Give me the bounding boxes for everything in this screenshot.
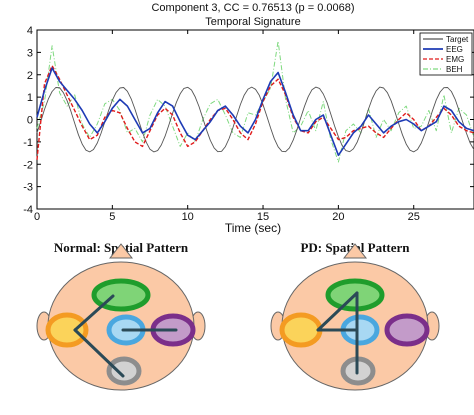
series-line-eeg xyxy=(36,67,474,157)
x-tick-label: 20 xyxy=(332,211,344,223)
pd-head-map xyxy=(270,243,440,391)
left-region xyxy=(45,312,89,348)
y-tick-label: 0 xyxy=(27,115,33,127)
connection-line xyxy=(73,328,125,378)
right-region xyxy=(384,313,430,347)
chart-subtitle: Temporal Signature xyxy=(205,16,300,28)
y-tick-label: -4 xyxy=(23,204,33,216)
y-tick-label: 4 xyxy=(27,25,33,37)
chart-title: Component 3, CC = 0.76513 (p = 0.0068) xyxy=(151,2,354,14)
y-tick-label: 1 xyxy=(27,92,33,104)
y-tick-label: -2 xyxy=(23,159,33,171)
legend-label-target: Target xyxy=(446,35,469,44)
connection-line xyxy=(73,294,115,332)
occipital-region xyxy=(106,356,142,386)
y-tick-label: 3 xyxy=(27,47,33,59)
legend-label-beh: BEH xyxy=(446,65,463,74)
nose xyxy=(342,243,368,259)
series-line-beh xyxy=(36,40,474,163)
x-tick-label: 15 xyxy=(257,211,269,223)
y-tick-label: -1 xyxy=(23,137,33,149)
series-line-target xyxy=(36,86,474,153)
nose xyxy=(108,243,134,259)
y-tick-label: 2 xyxy=(27,70,33,82)
left-region xyxy=(279,312,323,348)
series-layer xyxy=(36,40,474,163)
x-tick-label: 25 xyxy=(408,211,420,223)
x-tick-label: 5 xyxy=(109,211,115,223)
connection-line xyxy=(316,291,359,332)
x-axis-label: Time (sec) xyxy=(225,221,281,235)
normal-head-map xyxy=(36,243,206,391)
legend-label-emg: EMG xyxy=(446,55,464,64)
y-tick-label: -3 xyxy=(23,182,33,194)
x-tick-label: 10 xyxy=(182,211,194,223)
x-tick-label: 0 xyxy=(34,211,40,223)
legend-label-eeg: EEG xyxy=(446,45,463,54)
legend-box xyxy=(419,32,473,76)
